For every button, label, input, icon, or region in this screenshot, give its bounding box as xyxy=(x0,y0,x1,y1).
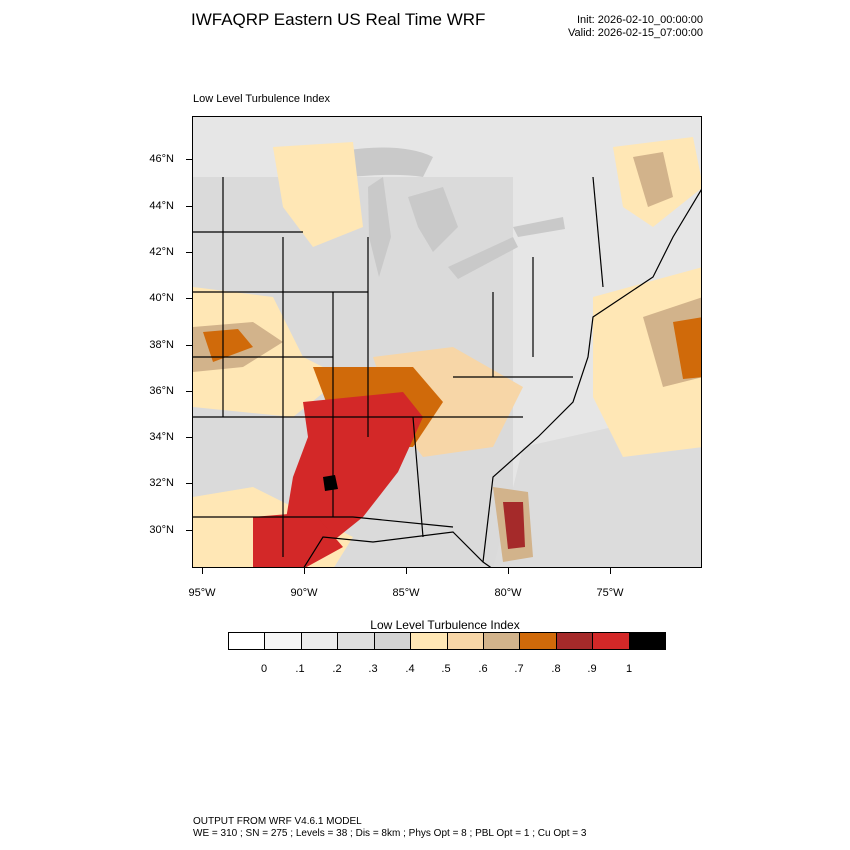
lat-tick xyxy=(186,206,192,207)
lat-label: 36°N xyxy=(149,385,174,397)
lon-tick xyxy=(508,568,509,574)
lon-label: 80°W xyxy=(494,587,522,599)
ocean-turb-high xyxy=(673,317,701,379)
lon-label: 85°W xyxy=(392,587,420,599)
state-borders xyxy=(193,176,604,557)
colorbar-segment xyxy=(447,633,484,649)
valid-time: Valid: 2026-02-15_07:00:00 xyxy=(568,27,703,39)
lake-huron xyxy=(408,187,458,252)
colorbar-segment xyxy=(411,633,448,649)
lat-tick xyxy=(186,391,192,392)
lat-label: 30°N xyxy=(149,524,174,536)
colorbar-label: .4 xyxy=(405,663,415,675)
colorbar-segment xyxy=(229,633,266,649)
lon-tick xyxy=(406,568,407,574)
lake-ontario xyxy=(513,217,565,237)
turb-max-cell xyxy=(323,475,338,491)
lon-label: 90°W xyxy=(290,587,318,599)
init-time: Init: 2026-02-10_00:00:00 xyxy=(577,14,703,26)
colorbar xyxy=(228,632,666,650)
colorbar-segment xyxy=(301,633,339,649)
colorbar-label: .2 xyxy=(332,663,342,675)
lat-label: 38°N xyxy=(149,339,174,351)
lat-tick xyxy=(186,345,192,346)
lon-tick xyxy=(202,568,203,574)
lat-label: 42°N xyxy=(149,246,174,258)
lon-tick xyxy=(610,568,611,574)
lat-label: 44°N xyxy=(149,200,174,212)
lake-erie xyxy=(448,237,518,279)
lat-label: 40°N xyxy=(149,292,174,304)
colorbar-segment xyxy=(593,633,630,649)
lake-michigan xyxy=(368,177,391,277)
colorbar-title: Low Level Turbulence Index xyxy=(370,618,520,632)
colorbar-label: .8 xyxy=(551,663,561,675)
plot-title: IWFAQRP Eastern US Real Time WRF xyxy=(191,10,486,29)
turb-region-north xyxy=(273,142,363,247)
colorbar-segment xyxy=(338,633,375,649)
colorbar-segment xyxy=(556,633,594,649)
colorbar-segment xyxy=(374,633,412,649)
footer-line-1: OUTPUT FROM WRF V4.6.1 MODEL xyxy=(193,816,362,827)
turb-core-missouri xyxy=(203,329,253,362)
lat-label: 46°N xyxy=(149,153,174,165)
colorbar-segment xyxy=(520,633,557,649)
colorbar-label: .1 xyxy=(295,663,305,675)
colorbar-segment xyxy=(265,633,302,649)
lat-label: 34°N xyxy=(149,431,174,443)
lat-tick xyxy=(186,159,192,160)
colorbar-segment xyxy=(629,633,666,649)
gulf-coastline xyxy=(303,531,492,567)
turb-region-maine xyxy=(633,152,673,207)
colorbar-label: 1 xyxy=(625,663,633,675)
colorbar-label: .7 xyxy=(514,663,524,675)
map-panel xyxy=(192,116,702,568)
model-footer: OUTPUT FROM WRF V4.6.1 MODEL WE = 310 ; … xyxy=(193,816,586,840)
atlantic-coastline xyxy=(482,189,701,563)
colorbar-label: .9 xyxy=(587,663,597,675)
lat-tick xyxy=(186,298,192,299)
colorbar-label: 0 xyxy=(260,663,268,675)
turb-core-atlantic xyxy=(503,502,525,549)
lat-label: 32°N xyxy=(149,477,174,489)
lon-label: 75°W xyxy=(596,587,624,599)
colorbar-label: .3 xyxy=(368,663,378,675)
turb-core-gulf xyxy=(253,512,343,567)
turb-region-plains xyxy=(193,287,343,417)
lon-label: 95°W xyxy=(188,587,216,599)
colorbar-label: .5 xyxy=(441,663,451,675)
colorbar-label: .6 xyxy=(478,663,488,675)
lat-tick xyxy=(186,483,192,484)
lat-tick xyxy=(186,437,192,438)
map-subtitle: Low Level Turbulence Index xyxy=(193,93,330,105)
footer-line-2: WE = 310 ; SN = 275 ; Levels = 38 ; Dis … xyxy=(193,828,587,839)
lat-tick xyxy=(186,530,192,531)
turbulence-map xyxy=(193,117,701,567)
run-info: Init: 2026-02-10_00:00:00 Valid: 2026-02… xyxy=(568,14,703,40)
colorbar-segment xyxy=(483,633,521,649)
lat-tick xyxy=(186,252,192,253)
turb-core-southeast xyxy=(283,392,423,557)
lon-tick xyxy=(304,568,305,574)
